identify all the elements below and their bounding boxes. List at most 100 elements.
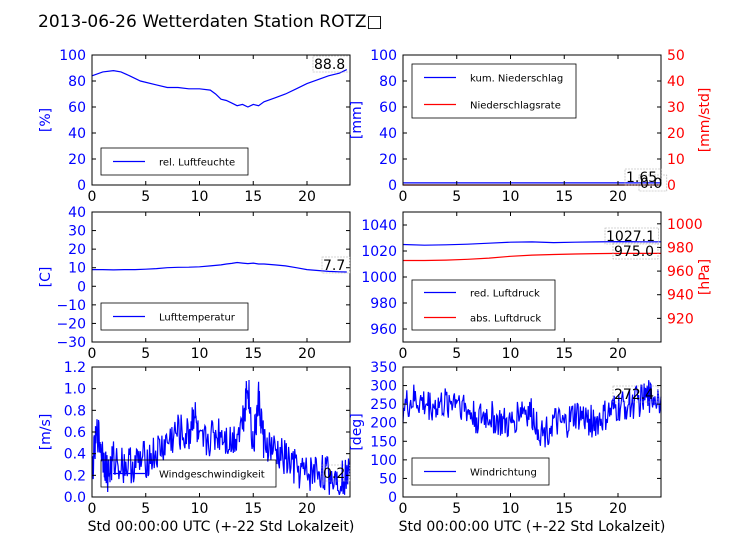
y-tick-label: 0	[77, 279, 86, 295]
legend: Lufttemperatur	[100, 302, 249, 331]
x-tick-label: 0	[399, 501, 408, 517]
x-tick-label: 20	[298, 346, 316, 362]
y-tick-label: 100	[370, 48, 397, 64]
legend-box	[100, 147, 249, 176]
legend: red. Luftdruck abs. Luftdruck	[411, 279, 556, 331]
x-tick-label: 10	[191, 189, 209, 205]
x-tick-label: 15	[555, 189, 573, 205]
x-tick-label: 20	[609, 346, 627, 362]
y-tick-label-right: 940	[667, 288, 694, 304]
value-annotation-box	[604, 227, 659, 245]
y-tick-label: 40	[68, 126, 86, 142]
y-tick-label-right: 920	[667, 311, 694, 327]
y-tick-label: 250	[370, 397, 397, 413]
value-annotation-box	[321, 464, 351, 482]
x-tick-label: 10	[191, 501, 209, 517]
y-axis-label: [C]	[38, 267, 54, 288]
y-tick-label: 40	[379, 126, 397, 142]
series-line-1	[402, 380, 662, 448]
y-tick-label: 0.6	[64, 425, 86, 441]
value-annotation: 88.8	[314, 57, 345, 73]
y-tick-label: 980	[370, 296, 397, 312]
y-tick-label: 300	[370, 379, 397, 395]
value-annotation: 272.4	[614, 387, 654, 403]
y-tick-label-right: 1000	[667, 217, 703, 233]
legend: Windrichtung	[411, 457, 550, 486]
y-tick-label: 0	[77, 178, 86, 194]
y-tick-label: −30	[56, 335, 86, 351]
y-tick-label: 20	[379, 152, 397, 168]
plot-frame	[402, 54, 662, 186]
x-tick-label: 5	[452, 189, 461, 205]
legend-box	[411, 457, 550, 486]
series-line-1	[91, 379, 351, 495]
x-axis-label: Std 00:00:00 UTC (+-22 Std Lokalzeit)	[399, 519, 666, 535]
x-tick-label: 5	[452, 501, 461, 517]
y-tick-label: 80	[68, 74, 86, 90]
y-tick-label: 0.4	[64, 447, 86, 463]
x-tick-label: 0	[399, 189, 408, 205]
legend-box	[411, 63, 577, 119]
y-tick-label: 960	[370, 322, 397, 338]
legend-box	[411, 279, 556, 331]
y-tick-label: −20	[56, 316, 86, 332]
y-axis-label: [m/s]	[38, 414, 54, 451]
legend-entry: Niederschlagsrate	[470, 101, 561, 112]
y-tick-label: 100	[370, 453, 397, 469]
y-tick-label-right: 50	[667, 48, 685, 64]
plot-frame	[402, 366, 662, 498]
value-annotation: 0.2	[323, 466, 345, 482]
y-tick-label-right: 960	[667, 264, 694, 280]
value-annotation: 975.0	[614, 244, 654, 260]
value-annotation: 1.65	[626, 170, 657, 186]
x-tick-label: 5	[141, 346, 150, 362]
y-axis-label-right: [hPa]	[697, 259, 713, 295]
y-tick-label-right: 10	[667, 152, 685, 168]
panel-5: 0 5 10 15 20 0.0 0.2 0.4 0.6 0.8 1.0 1.2 [m/s] Std 00…	[38, 360, 354, 535]
y-tick-label: 200	[370, 416, 397, 432]
legend-box	[100, 302, 249, 331]
x-tick-label: 10	[191, 346, 209, 362]
y-tick-label: 30	[68, 224, 86, 240]
x-tick-label: 20	[609, 501, 627, 517]
y-tick-label: 10	[68, 261, 86, 277]
x-tick-label: 15	[244, 501, 262, 517]
x-tick-label: 5	[141, 501, 150, 517]
x-tick-label: 10	[502, 346, 520, 362]
legend-entry: Lufttemperatur	[159, 313, 236, 324]
x-axis-label: Std 00:00:00 UTC (+-22 Std Lokalzeit)	[88, 519, 355, 535]
x-tick-label: 5	[452, 346, 461, 362]
y-tick-label: 1000	[361, 270, 397, 286]
value-annotation: 1027.1	[606, 229, 655, 245]
series-line-1	[402, 240, 661, 246]
series-line-2	[403, 252, 661, 262]
value-annotation-box	[624, 168, 662, 186]
panel-3: 0 5 10 15 20 −30 −20 −10 0 10 20 30 40 [C] Lufttempera…	[38, 205, 351, 362]
y-axis-label-right: [mm/std]	[697, 88, 713, 153]
y-tick-label: 350	[370, 360, 397, 376]
legend: Windgeschwindigkeit	[100, 459, 277, 488]
x-tick-label: 15	[244, 346, 262, 362]
x-tick-label: 15	[244, 189, 262, 205]
x-tick-label: 10	[502, 501, 520, 517]
x-tick-label: 20	[298, 501, 316, 517]
y-tick-label: 0.8	[64, 403, 86, 419]
x-tick-label: 10	[502, 189, 520, 205]
y-tick-label: 40	[68, 205, 86, 221]
y-tick-label-right: 40	[667, 74, 685, 90]
x-tick-label: 20	[609, 189, 627, 205]
x-tick-label: 0	[88, 501, 97, 517]
value-annotation-box	[612, 385, 659, 403]
y-tick-label: −10	[56, 298, 86, 314]
y-tick-label-right: 0	[667, 178, 676, 194]
panel-2: 0 5 10 15 20 0 20 40 60 80 100 0 10 20 30 40 50 [mm] [mm/s…	[349, 48, 713, 205]
y-tick-label: 150	[370, 434, 397, 450]
y-tick-label: 1.0	[64, 382, 86, 398]
y-axis-label: [%]	[38, 108, 54, 132]
value-annotation: 0.0	[640, 176, 662, 192]
panel-4: 0 5 10 15 20 960 980 1000 1020 1040 920 940 960 980 10…	[361, 211, 713, 362]
legend-entry: abs. Luftdruck	[470, 314, 541, 325]
